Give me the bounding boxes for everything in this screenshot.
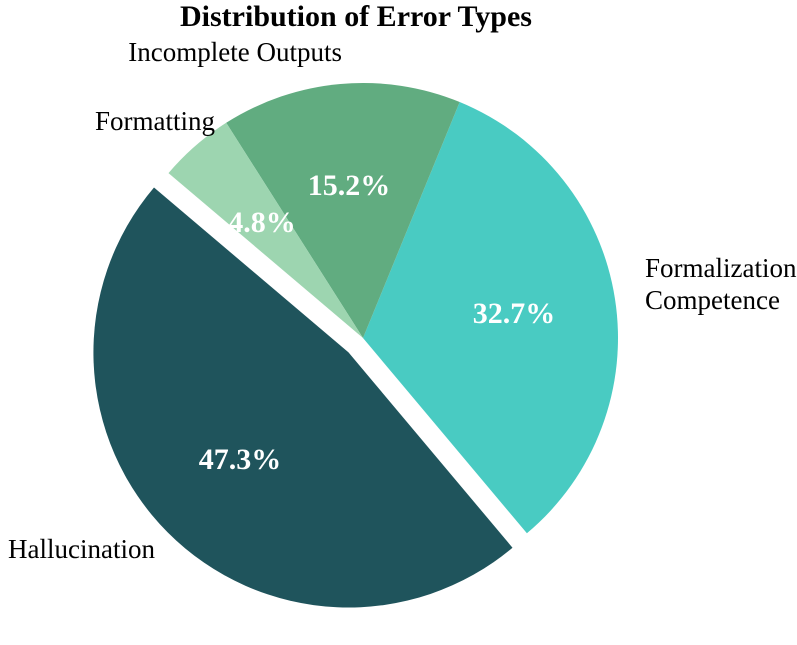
pct-label-2: 4.8%	[228, 206, 296, 239]
slice-label-formalization-competence: Formalization Competence	[645, 253, 797, 315]
pct-label-3: 47.3%	[198, 443, 282, 476]
slice-label-hallucination: Hallucination	[8, 534, 155, 564]
pct-label-0: 32.7%	[472, 297, 556, 330]
pie-slice-3	[93, 187, 513, 608]
pct-label-1: 15.2%	[307, 169, 391, 202]
chart-title: Distribution of Error Types	[180, 0, 532, 33]
pie-slice-2	[168, 122, 363, 338]
slice-label-formatting: Formatting	[95, 106, 215, 136]
pie-slice-1	[226, 82, 460, 339]
slice-label-incomplete-outputs: Incomplete Outputs	[128, 37, 342, 67]
pie-slice-0	[363, 102, 618, 534]
